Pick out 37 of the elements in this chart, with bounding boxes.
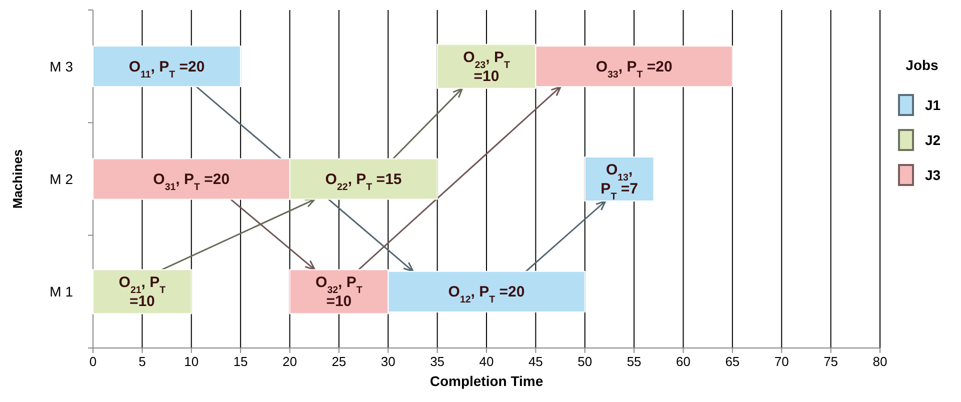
data-label: O$_{23}$, P$_{T}$ =10 <box>463 48 510 85</box>
x-tick-label: 35 <box>430 354 445 369</box>
x-axis-title: Completion Time <box>430 373 544 389</box>
x-tick-label: 25 <box>332 354 346 369</box>
x-tick-label: 75 <box>824 354 838 369</box>
bar <box>92 269 192 314</box>
x-tick-label: 40 <box>479 354 494 369</box>
data-label: O$_{13}$, P$_{T}$ =7 <box>600 162 638 202</box>
data-label: O$_{32}$, P$_{T}$ =10 <box>316 274 362 310</box>
x-tick-label: 10 <box>184 354 199 369</box>
data-label: O$_{12}$, P$_{T}$ =20 <box>448 284 525 306</box>
data-label: O$_{11}$, P$_{T}$ =20 <box>128 58 205 80</box>
data-label: O$_{21}$, P$_{T}$ =10 <box>118 274 166 310</box>
y-tick-label: M 3 <box>50 58 74 74</box>
data-label: O$_{22}$, P$_{T}$ =15 <box>325 171 402 192</box>
x-tick-label: 65 <box>725 354 740 369</box>
x-tick-label: 15 <box>233 354 248 369</box>
x-tick-label: 50 <box>578 354 592 369</box>
data-label: O$_{31}$, P$_{T}$ =20 <box>153 171 230 192</box>
x-tick-label: 5 <box>138 354 146 369</box>
x-tick-label: 0 <box>89 354 97 369</box>
x-tick-label: 60 <box>676 354 690 369</box>
legend-label: J3 <box>925 167 941 183</box>
y-axis-title: Machines <box>10 149 25 209</box>
x-tick-label: 20 <box>282 354 297 369</box>
bar <box>92 46 242 88</box>
x-tick-label: 70 <box>774 354 789 369</box>
legend-label: J2 <box>925 132 941 148</box>
legend-label: J1 <box>925 97 941 113</box>
data-label: O$_{33}$, P$_{T}$ =20 <box>596 58 672 80</box>
y-tick-label: M 2 <box>50 171 74 187</box>
x-tick-label: 30 <box>380 354 396 369</box>
x-tick-label: 45 <box>528 354 543 369</box>
x-tick-label: 80 <box>872 354 888 369</box>
x-tick-label: 55 <box>626 354 642 369</box>
legend-title: Jobs <box>906 57 939 73</box>
y-tick-label: M 1 <box>50 284 74 300</box>
